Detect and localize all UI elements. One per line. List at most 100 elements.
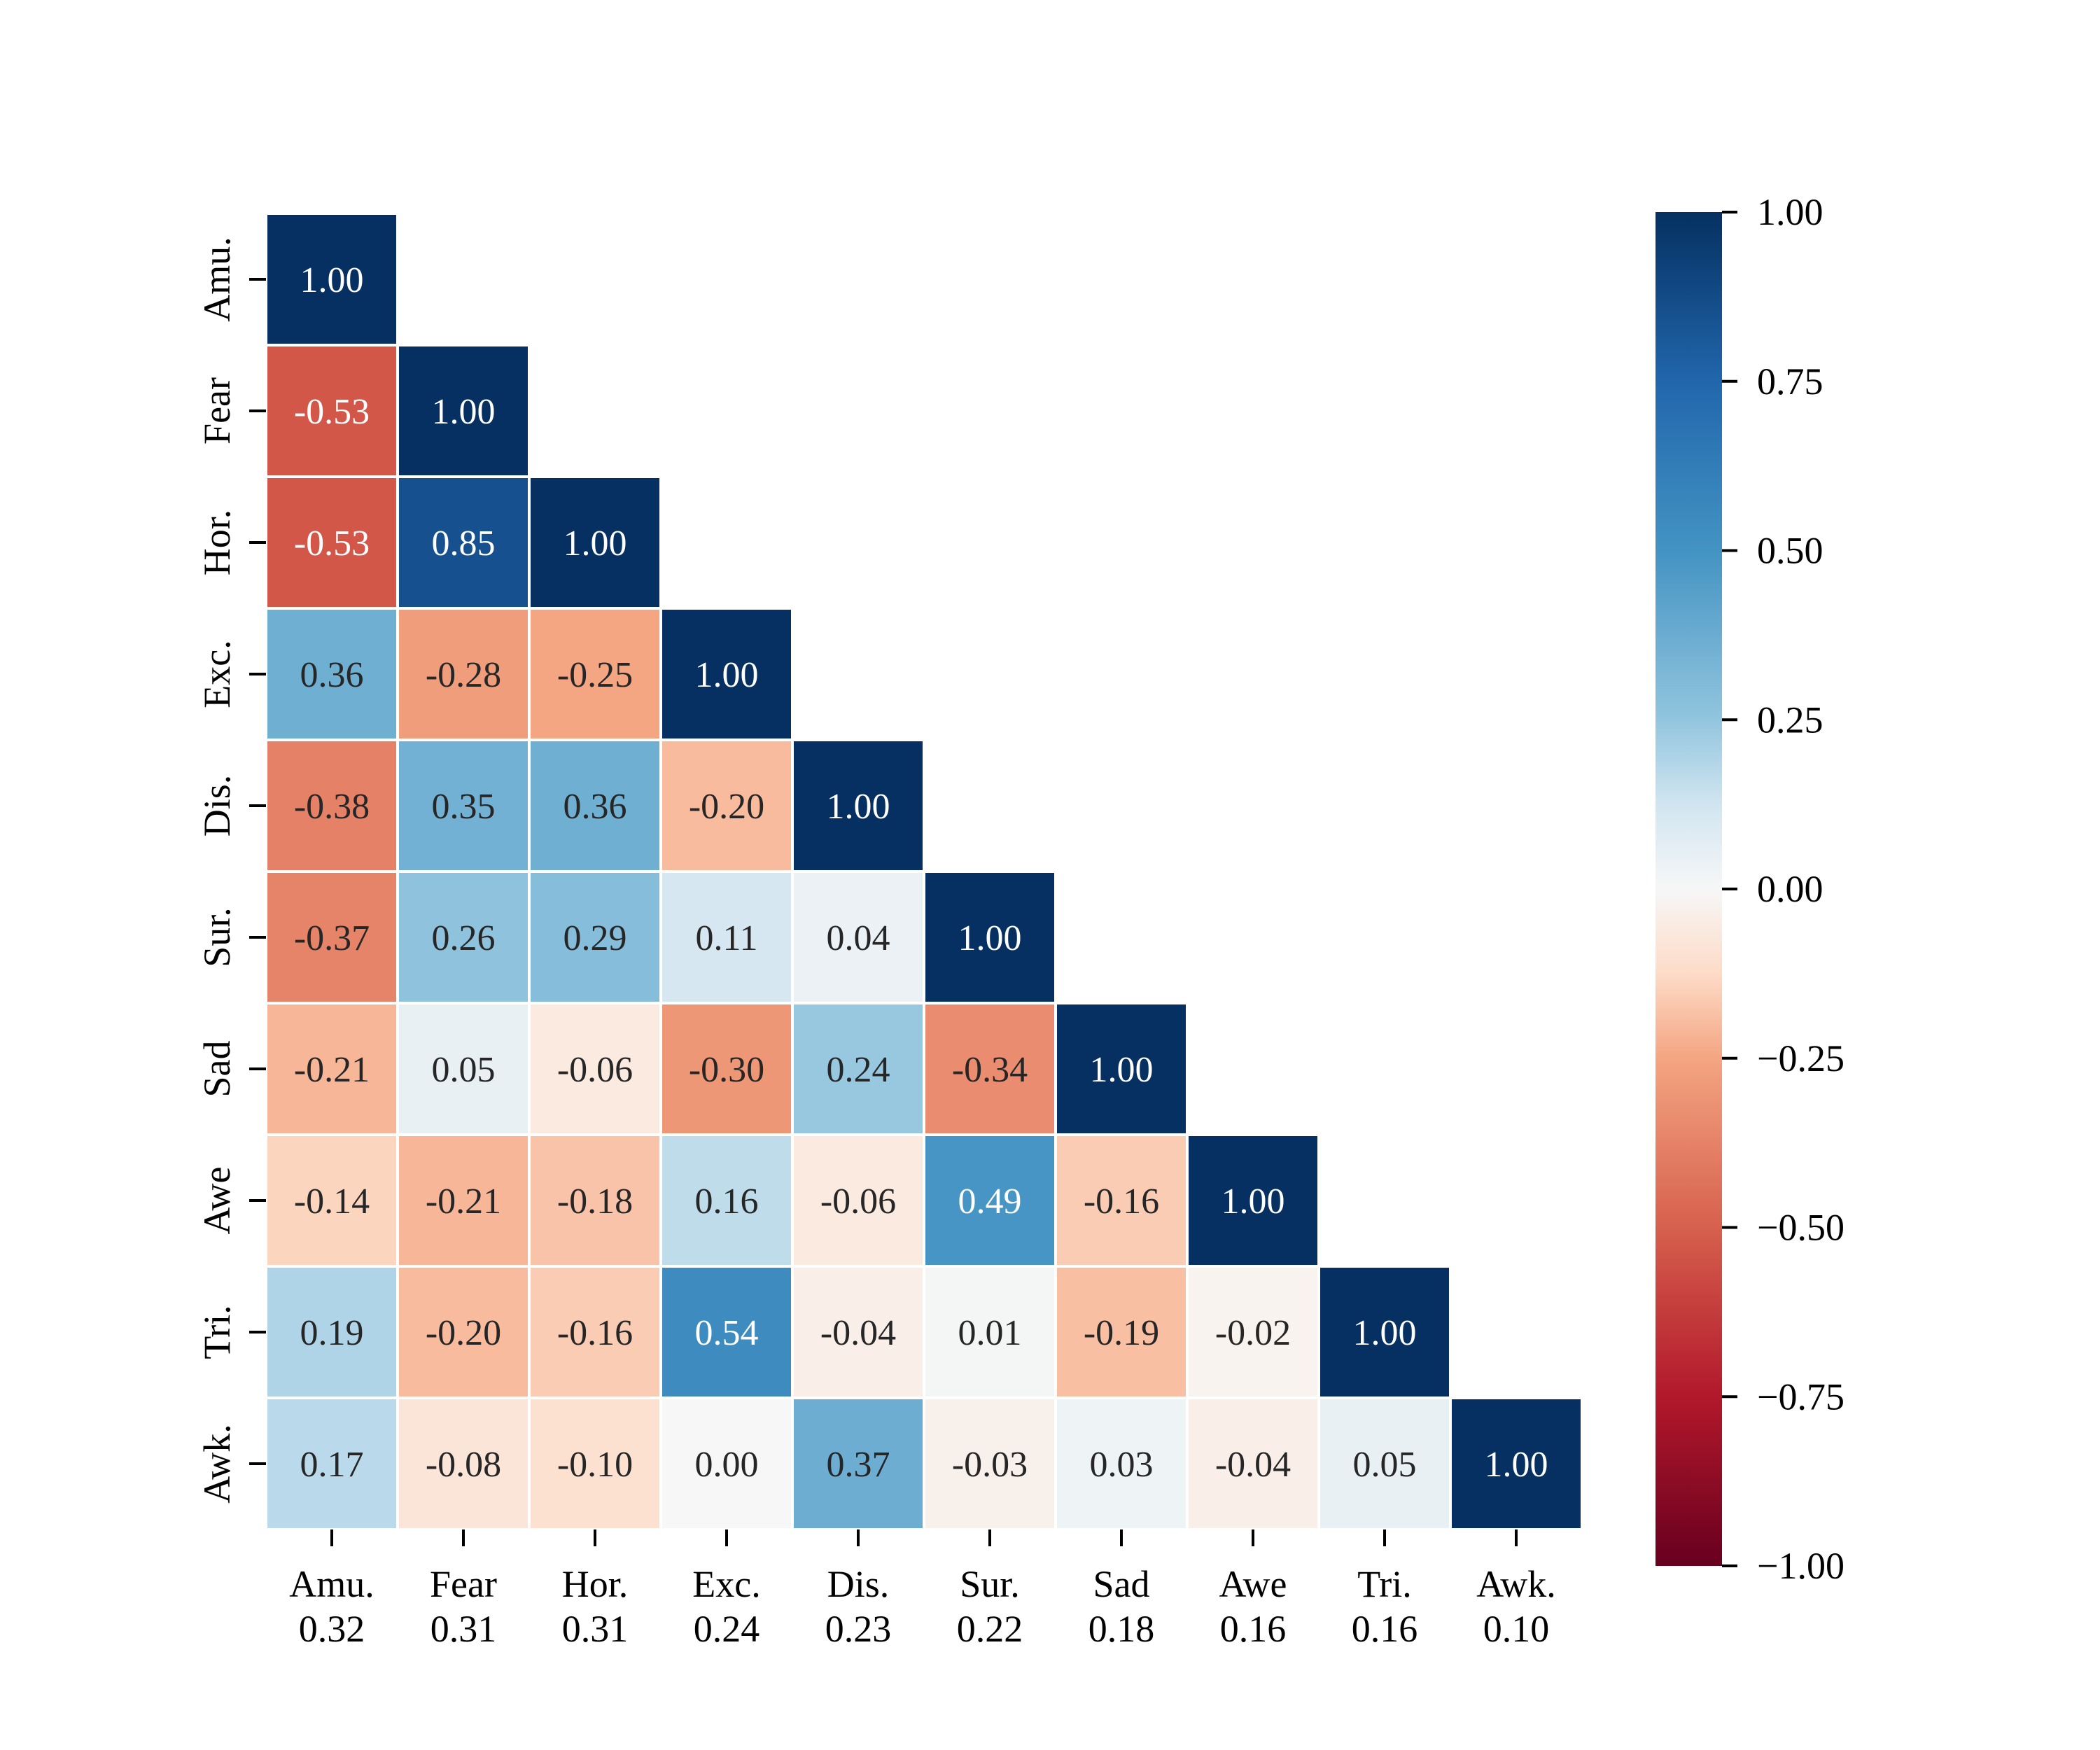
- x-tick-label: Awk.: [1476, 1563, 1556, 1605]
- heatmap-cell-4-3: [659, 738, 794, 873]
- x-tick-label: Dis.: [827, 1563, 890, 1605]
- cell-value-label: -0.20: [689, 787, 764, 827]
- heatmap-cell-8-0: [265, 1265, 399, 1399]
- heatmap-cell-9-4: [791, 1396, 925, 1531]
- cell-value-label: -0.20: [426, 1313, 501, 1353]
- heatmap-cells: [265, 212, 1583, 1531]
- heatmap-cell-7-0: [265, 1133, 399, 1268]
- heatmap-cell-6-1: [396, 1002, 531, 1136]
- cell-value-label: 1.00: [432, 392, 496, 432]
- cell-value-label: -0.25: [557, 655, 633, 695]
- x-axis: Amu.0.32Fear0.31Hor.0.31Exc.0.24Dis.0.23…: [289, 1530, 1556, 1650]
- x-tick-sublabel: 0.16: [1352, 1608, 1418, 1650]
- heatmap-cell-9-1: [396, 1396, 531, 1531]
- y-tick-label: Amu.: [196, 237, 238, 322]
- cell-value-label: 0.36: [564, 787, 627, 827]
- cell-value-label: 0.11: [695, 918, 757, 958]
- heatmap-cell-8-5: [923, 1265, 1057, 1399]
- x-tick-sublabel: 0.16: [1220, 1608, 1287, 1650]
- x-tick-sublabel: 0.32: [299, 1608, 365, 1650]
- y-tick-label: Sur.: [196, 907, 238, 967]
- colorbar-tick-label: 0.75: [1757, 360, 1823, 402]
- cell-value-label: 0.04: [827, 918, 890, 958]
- heatmap-cell-7-2: [528, 1133, 662, 1268]
- cell-value-label: 1.00: [1485, 1445, 1548, 1485]
- cell-value-label: -0.37: [294, 918, 370, 958]
- cell-value-label: -0.21: [426, 1182, 501, 1222]
- cell-value-label: -0.04: [820, 1313, 896, 1353]
- cell-value-label: -0.08: [426, 1445, 501, 1485]
- heatmap-cell-4-1: [396, 738, 531, 873]
- x-tick-sublabel: 0.23: [825, 1608, 892, 1650]
- heatmap-cell-9-7: [1186, 1396, 1320, 1531]
- cell-value-label: -0.14: [294, 1182, 370, 1222]
- x-tick-sublabel: 0.10: [1483, 1608, 1550, 1650]
- x-tick-sublabel: 0.22: [957, 1608, 1023, 1650]
- cell-value-label: 0.54: [695, 1313, 759, 1353]
- heatmap-cell-5-1: [396, 870, 531, 1004]
- x-tick-sublabel: 0.31: [562, 1608, 629, 1650]
- colorbar-tick-label: 0.50: [1757, 530, 1823, 572]
- colorbar-gradient: [1656, 212, 1722, 1566]
- heatmap-cell-9-5: [923, 1396, 1057, 1531]
- heatmap-cell-5-5: [923, 870, 1057, 1004]
- cell-value-label: -0.02: [1215, 1313, 1291, 1353]
- colorbar-tick-label: −0.25: [1757, 1037, 1844, 1079]
- heatmap-cell-1-1: [396, 344, 531, 478]
- cell-value-label: 1.00: [1222, 1182, 1285, 1222]
- colorbar: 1.00 0.75 0.50 0.25 0.00 −0.25 −0.50 −0.75 −1.00: [1656, 191, 1844, 1587]
- y-tick-label: Exc.: [196, 640, 238, 708]
- cell-value-label: 0.19: [300, 1313, 364, 1353]
- cell-value-label: -0.38: [294, 787, 370, 827]
- cell-value-label: 0.05: [432, 1050, 496, 1090]
- heatmap-cell-8-2: [528, 1265, 662, 1399]
- cell-value-label: -0.28: [426, 655, 501, 695]
- cell-value-label: 0.36: [300, 655, 364, 695]
- y-tick-label: Sad: [196, 1041, 238, 1098]
- heatmap-cell-5-2: [528, 870, 662, 1004]
- cell-value-label: 1.00: [958, 918, 1022, 958]
- x-tick-label: Sur.: [960, 1563, 1020, 1605]
- cell-value-label: 1.00: [564, 524, 627, 564]
- heatmap-cell-9-9: [1449, 1396, 1583, 1531]
- heatmap-cell-9-3: [659, 1396, 794, 1531]
- x-tick-sublabel: 0.24: [694, 1608, 760, 1650]
- colorbar-tick-label: −1.00: [1757, 1545, 1844, 1587]
- x-tick-sublabel: 0.18: [1088, 1608, 1155, 1650]
- cell-value-label: 0.29: [564, 918, 627, 958]
- cell-value-label: -0.18: [557, 1182, 633, 1222]
- heatmap-cell-9-8: [1317, 1396, 1452, 1531]
- x-tick-label: Awe: [1219, 1563, 1287, 1605]
- x-tick-label: Fear: [430, 1563, 497, 1605]
- cell-value-label: 0.85: [432, 524, 496, 564]
- heatmap-cell-0-0: [265, 212, 399, 346]
- cell-value-label: -0.06: [557, 1050, 633, 1090]
- cell-value-label: -0.03: [952, 1445, 1028, 1485]
- cell-value-label: -0.16: [1084, 1182, 1159, 1222]
- heatmap-cell-5-3: [659, 870, 794, 1004]
- heatmap-cell-8-6: [1054, 1265, 1189, 1399]
- heatmap-cell-9-2: [528, 1396, 662, 1531]
- colorbar-tick-label: 1.00: [1757, 191, 1823, 233]
- cell-value-label: 0.16: [695, 1182, 759, 1222]
- cell-value-label: -0.19: [1084, 1313, 1159, 1353]
- cell-value-label: 0.17: [300, 1445, 364, 1485]
- y-tick-label: Hor.: [196, 510, 238, 576]
- heatmap-cell-6-5: [923, 1002, 1057, 1136]
- cell-value-label: -0.04: [1215, 1445, 1291, 1485]
- heatmap-cell-9-0: [265, 1396, 399, 1531]
- y-axis: Amu. Fear Hor. Exc. Dis. Sur. Sad Awe Tri. Awk.: [196, 237, 266, 1504]
- x-tick-label: Tri.: [1357, 1563, 1412, 1605]
- colorbar-tick-label: −0.50: [1757, 1207, 1844, 1249]
- cell-value-label: -0.10: [557, 1445, 633, 1485]
- cell-value-label: 1.00: [300, 260, 364, 300]
- cell-value-label: 0.35: [432, 787, 496, 827]
- heatmap-cell-2-2: [528, 475, 662, 610]
- cell-value-label: 0.03: [1090, 1445, 1154, 1485]
- heatmap-cell-3-1: [396, 607, 531, 741]
- heatmap-cell-1-0: [265, 344, 399, 478]
- cell-value-label: 0.01: [958, 1313, 1022, 1353]
- cell-value-label: -0.30: [689, 1050, 764, 1090]
- x-tick-label: Amu.: [289, 1563, 374, 1605]
